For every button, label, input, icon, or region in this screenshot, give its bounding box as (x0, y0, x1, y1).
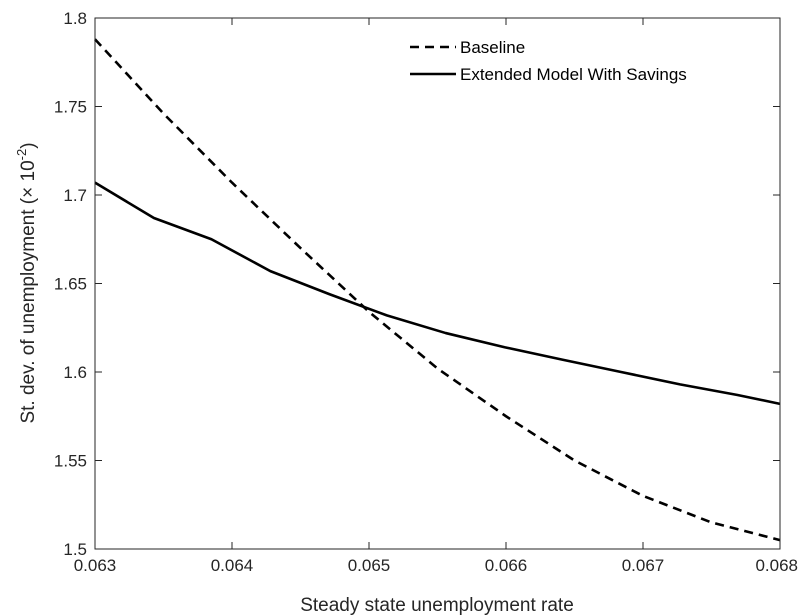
y-axis-title-times: × (18, 187, 39, 198)
y-axis-title: St. dev. of unemployment (× 10-2) (14, 142, 39, 423)
series-line-baseline (94, 38, 781, 542)
series-line-extended-model (94, 181, 781, 406)
y-tick-label: 1.55 (54, 452, 87, 471)
y-tick-label: 1.6 (63, 363, 87, 382)
x-tick-label: 0.066 (485, 556, 528, 575)
y-tick-label: 1.5 (63, 540, 87, 559)
ticks-layer: 0.063 0.064 0.065 0.066 0.067 0.068 1.5 1.55 1.6… (54, 9, 798, 575)
y-tick-label: 1.75 (54, 98, 87, 117)
y-axis-title-exponent: -2 (14, 149, 29, 161)
x-axis-title: Steady state unemployment rate (300, 595, 574, 616)
x-tick-label: 0.068 (755, 556, 798, 575)
y-tick-label: 1.7 (63, 186, 87, 205)
y-axis-title-suffix: ) (18, 142, 39, 148)
y-axis-title-base: 10 (18, 160, 39, 186)
y-axis-title-prefix: St. dev. of unemployment ( (18, 197, 39, 423)
x-tick-label: 0.064 (211, 556, 254, 575)
plot-area-background (95, 18, 780, 549)
legend: Baseline Extended Model With Savings (410, 38, 687, 84)
x-tick-label: 0.067 (622, 556, 665, 575)
x-tick-label: 0.065 (348, 556, 391, 575)
y-tick-label: 1.8 (63, 9, 87, 28)
x-tick-label: 0.063 (74, 556, 117, 575)
y-tick-label: 1.65 (54, 275, 87, 294)
legend-label-baseline: Baseline (460, 38, 525, 57)
series-layer (94, 38, 781, 542)
legend-label-extended: Extended Model With Savings (460, 65, 687, 84)
